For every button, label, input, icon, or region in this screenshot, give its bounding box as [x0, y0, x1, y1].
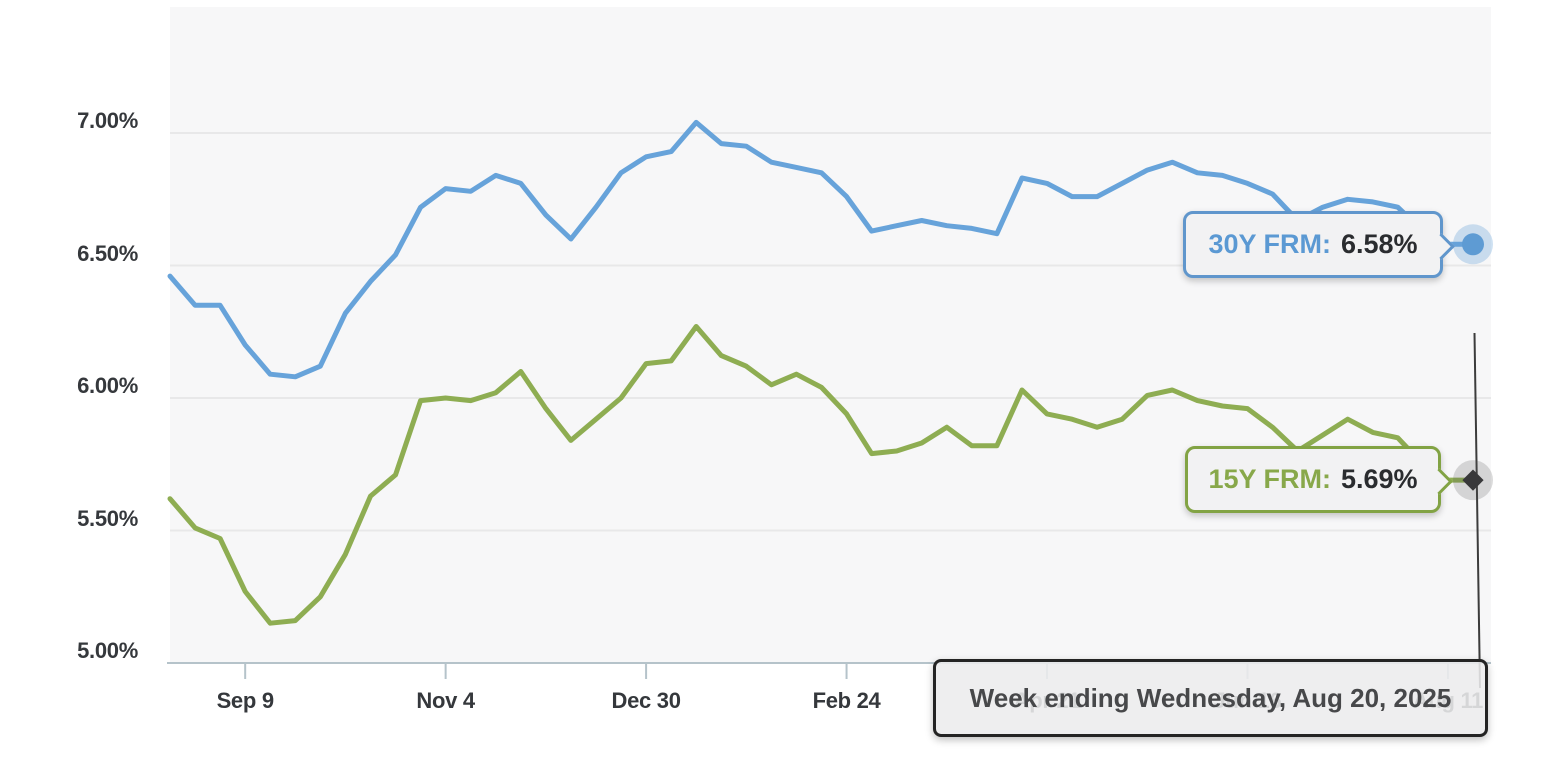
x-axis-label: Feb 24 — [812, 688, 881, 713]
y-axis-label: 6.50% — [77, 240, 138, 266]
callout-30y-frm: 30Y FRM: 6.58% — [1183, 211, 1455, 278]
x-axis-label: Nov 4 — [416, 688, 475, 713]
date-tooltip: Week ending Wednesday, Aug 20, 2025 — [933, 659, 1488, 737]
date-tooltip-text: Week ending Wednesday, Aug 20, 2025 — [969, 682, 1452, 713]
callout-15y-label: 15Y FRM: — [1208, 464, 1331, 494]
y-axis-label: 5.00% — [77, 638, 138, 663]
y-axis-label: 6.00% — [77, 373, 138, 398]
callout-15y-value: 5.69% — [1340, 464, 1418, 494]
y-axis-label: 7.00% — [77, 108, 138, 133]
y-axis-label: 5.50% — [77, 505, 138, 531]
marker-30y-dot-icon — [1462, 233, 1484, 256]
x-axis-label: Sep 9 — [216, 688, 275, 713]
callout-30y-label: 30Y FRM: — [1208, 229, 1331, 259]
x-axis-label: Dec 30 — [611, 688, 681, 713]
callout-30y-value: 6.58% — [1340, 229, 1418, 259]
callout-15y-frm: 15Y FRM: 5.69% — [1185, 446, 1453, 513]
